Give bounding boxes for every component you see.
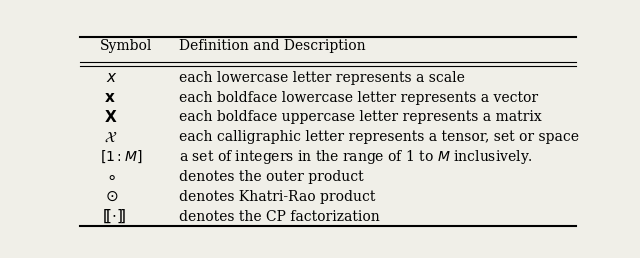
Text: $[1:M]$: $[1:M]$ [100,149,143,165]
Text: each boldface lowercase letter represents a vector: each boldface lowercase letter represent… [179,91,538,104]
Text: Definition and Description: Definition and Description [179,39,366,53]
Text: each lowercase letter represents a scale: each lowercase letter represents a scale [179,71,465,85]
Text: denotes Khatri-Rao product: denotes Khatri-Rao product [179,190,376,204]
Text: each boldface uppercase letter represents a matrix: each boldface uppercase letter represent… [179,110,542,124]
Text: $\odot$: $\odot$ [105,189,118,204]
Text: a set of integers in the range of 1 to $M$ inclusively.: a set of integers in the range of 1 to $… [179,148,533,166]
Text: $\mathcal{X}$: $\mathcal{X}$ [104,130,117,145]
Text: $x$: $x$ [106,70,117,85]
Text: each calligraphic letter represents a tensor, set or space: each calligraphic letter represents a te… [179,130,579,144]
Text: $\circ$: $\circ$ [106,168,116,186]
Text: $[\![\cdot]\!]$: $[\![\cdot]\!]$ [102,208,127,225]
Text: Symbol: Symbol [100,39,152,53]
Text: $\mathbf{X}$: $\mathbf{X}$ [104,109,117,125]
Text: $\mathbf{x}$: $\mathbf{x}$ [104,90,115,105]
Text: denotes the CP factorization: denotes the CP factorization [179,210,380,224]
Text: denotes the outer product: denotes the outer product [179,170,364,184]
